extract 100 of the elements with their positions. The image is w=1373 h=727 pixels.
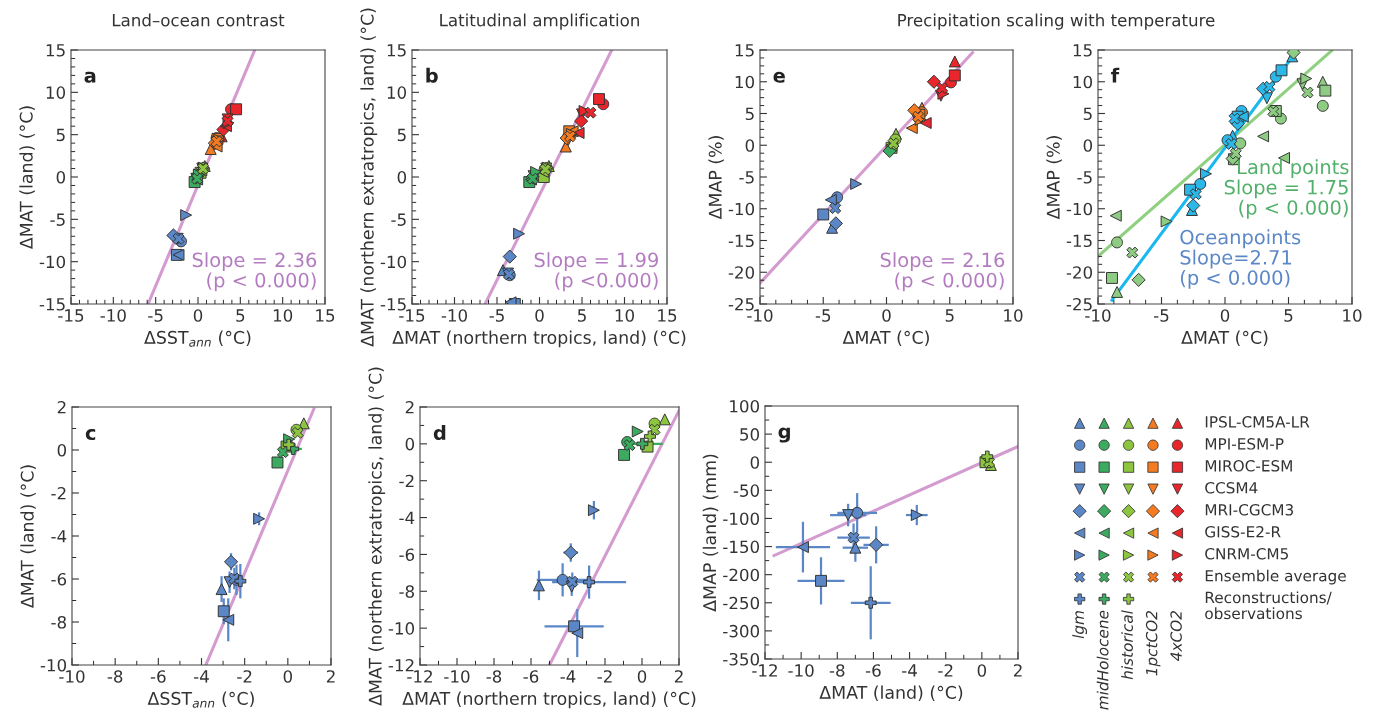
x-tick-label: -6 [150,670,166,683]
x-axis-title: ΔMAT (northern tropics, land) (°C) [402,691,696,709]
y-tick-label: -5 [50,213,65,226]
x-tick-label: 0 [882,309,891,322]
annotation: d [433,425,446,441]
y-axis-title: ΔMAP (land) (mm) [702,454,719,612]
y-tick-label: -20 [728,266,755,279]
x-tick-label: 10 [1004,309,1023,322]
y-tick-label: 100 [730,399,760,413]
x-tick-label: 0 [637,670,647,683]
y-tick-label: -150 [723,540,760,554]
x-axis-title: ΔSST$_{ann}$ (°C) [147,691,254,708]
y-tick-label: -8 [51,615,66,629]
annotation: b [426,67,438,83]
y-tick-label: 5 [397,128,406,142]
annotation: Slope = 1.99 (p <0.000) [534,252,658,292]
x-axis-title: ΔMAT (northern tropics, land) (°C) [392,330,686,348]
y-tick-label: -2 [399,474,414,488]
y-tick-label: -15 [39,298,65,311]
y-tick-label: -10 [388,622,415,635]
x-tick-label: -6 [865,664,881,677]
y-tick-label: -8 [399,585,414,598]
x-tick-label: 2 [326,670,335,683]
x-tick-label: -10 [100,309,126,322]
y-tick-label: -5 [739,171,754,184]
y-tick-label: -25 [728,297,754,311]
annotation: g [778,427,790,443]
x-tick-label: 15 [658,309,677,322]
y-tick-label: -100 [723,512,760,526]
y-tick-label: 10 [1073,75,1093,89]
x-tick-label: -10 [788,664,814,677]
y-axis-title: ΔMAP (%) [1046,136,1062,220]
x-tick-label: 5 [945,309,954,322]
y-axis-title: ΔMAT (northern extratropics, land) (°C) [360,8,378,347]
text: IPSL-CM5A-LR [1205,416,1310,428]
y-tick-label: -10 [728,202,755,216]
y-tick-label: 0 [750,456,760,469]
y-tick-label: 10 [46,86,66,99]
category-label: 4xCO2 [1170,611,1182,661]
x-tick-label: 0 [283,670,293,683]
x-tick-label: 0 [977,664,987,677]
y-tick-label: -2 [51,486,66,500]
y-tick-label: 15 [387,44,406,57]
y-tick-label: 5 [56,128,65,142]
y-axis-title: ΔMAT (land) (°C) [20,465,36,609]
y-tick-label: 2 [57,400,66,414]
y-tick-label: -50 [733,484,760,497]
annotation: Slope = 2.36 (p < 0.000) [192,252,317,292]
chart-title: Land–ocean contrast [112,13,285,27]
y-tick-label: 0 [397,170,407,184]
y-axis-title: ΔMAT (land) (°C) [19,106,35,250]
x-tick-label: -5 [1154,309,1169,322]
text: GISS-E2-R [1205,526,1281,538]
y-tick-label: 10 [735,75,755,89]
annotation: Oceanpoints Slope=2.71 (p < 0.000) [1180,229,1301,289]
y-tick-label: 5 [1083,107,1092,121]
y-tick-label: 5 [745,107,754,121]
x-tick-label: 0 [193,309,203,322]
y-tick-label: 0 [405,437,415,451]
x-tick-label: 5 [236,309,245,322]
text: MRI-CGCM3 [1205,504,1293,516]
x-tick-label: 5 [577,309,586,322]
y-tick-label: 0 [745,139,755,152]
x-tick-label: 10 [273,309,293,322]
x-axis-title: ΔMAT (°C) [842,330,929,347]
x-axis-title: ΔSST$_{ann}$ (°C) [144,330,251,347]
y-tick-label: -4 [399,511,415,524]
x-tick-label: 2 [1013,664,1022,677]
x-tick-label: -2 [237,670,252,683]
text: Precipitation scaling with temperature [898,13,1215,30]
x-tick-label: -10 [441,309,467,322]
annotation: f [1111,67,1120,83]
text: CNRM-CM5 [1205,547,1288,560]
y-tick-label: -10 [1066,202,1093,216]
y-tick-label: -250 [723,596,760,610]
x-tick-label: -2 [597,670,612,683]
category-label: midHolocene [1096,610,1109,710]
x-tick-label: -4 [194,670,209,683]
annotation: c [85,428,96,441]
y-tick-label: -10 [380,255,407,269]
y-tick-label: 0 [1083,139,1093,152]
y-tick-label: 2 [405,400,414,414]
y-tick-label: 15 [1073,44,1092,57]
y-tick-label: -15 [1066,234,1092,248]
annotation: Land points Slope = 1.75 (p < 0.000) [1224,159,1349,219]
annotation: Slope = 2.16 (p < 0.000) [880,252,1005,292]
text: Reconstructions/ observations [1205,591,1332,620]
y-tick-label: -4 [51,530,67,543]
category-label: lgm [1072,611,1088,639]
y-tick-label: 15 [46,44,65,57]
category-label: historical [1121,610,1133,680]
text: Ensemble average [1205,569,1346,585]
x-tick-label: -8 [486,670,502,683]
y-tick-label: -5 [391,213,406,226]
x-tick-label: -6 [523,670,539,683]
x-tick-label: -2 [938,664,953,677]
y-tick-label: -300 [723,624,760,638]
text: MIROC-ESM [1205,460,1292,472]
x-tick-label: -4 [560,670,576,683]
y-tick-label: -200 [723,568,760,582]
